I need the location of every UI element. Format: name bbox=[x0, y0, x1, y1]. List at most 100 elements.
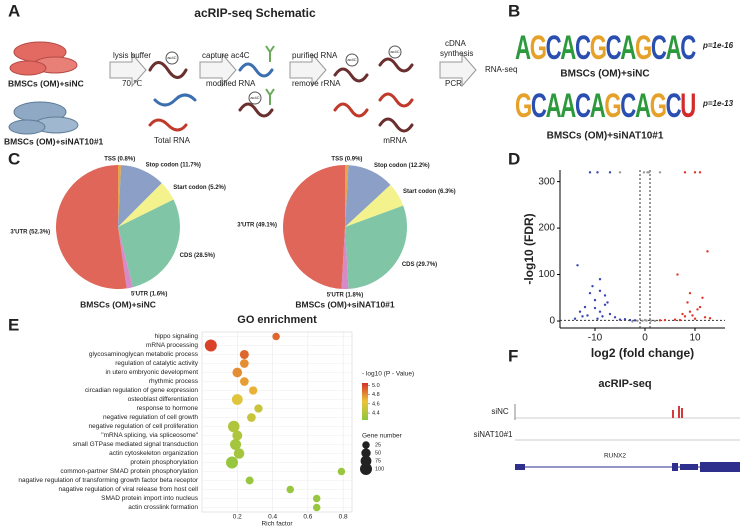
point bbox=[683, 315, 687, 318]
x-tick-label: 0.4 bbox=[268, 514, 277, 521]
bubble bbox=[245, 476, 254, 485]
antibodies bbox=[265, 45, 275, 105]
category-label: circadian regulation of gene expression bbox=[85, 387, 198, 394]
category-label: SMAD protein import into nucleus bbox=[101, 495, 199, 502]
color-tick-label: 5.0 bbox=[372, 383, 380, 389]
x-tick-label: 10 bbox=[689, 333, 701, 344]
x-tick-label: -10 bbox=[588, 333, 603, 344]
step-label: lysis buffer bbox=[113, 51, 151, 60]
pie-title: BMSCs (OM)+siNAT10#1 bbox=[295, 299, 395, 309]
point bbox=[618, 171, 622, 174]
x-axis-title: log2 (fold change) bbox=[591, 346, 694, 360]
sample-label: siNC bbox=[491, 407, 509, 416]
point bbox=[618, 318, 622, 321]
slice-label: 5'UTR (1.6%) bbox=[131, 291, 167, 297]
category-label: nagative regulation of viral release fro… bbox=[59, 486, 199, 493]
ac4c-tag-label: ac4C bbox=[167, 55, 176, 60]
point bbox=[698, 305, 702, 309]
slice-label: CDS (29.7%) bbox=[402, 262, 437, 268]
category-label: response to hormone bbox=[137, 405, 199, 412]
y-tick-label: 300 bbox=[538, 176, 555, 187]
category-label: "mRNA splicing, via spliceosome" bbox=[101, 432, 198, 439]
point bbox=[598, 278, 602, 281]
point bbox=[573, 317, 577, 320]
bubble bbox=[226, 456, 238, 469]
point bbox=[653, 319, 657, 323]
x-tick-label: 0.2 bbox=[233, 514, 242, 521]
pie-title: BMSCs (OM)+siNC bbox=[80, 299, 156, 309]
point bbox=[578, 310, 582, 313]
point bbox=[698, 171, 702, 174]
color-tick-label: 4.6 bbox=[372, 401, 380, 407]
cell bbox=[8, 119, 46, 135]
category-label: mRNA processing bbox=[146, 342, 198, 349]
point bbox=[703, 316, 707, 319]
category-label: in utero embryonic development bbox=[106, 369, 199, 376]
category-label: hippo signaling bbox=[155, 333, 199, 340]
size-tick-label: 25 bbox=[375, 442, 381, 448]
pie-slice bbox=[282, 165, 345, 289]
ac4c-tag bbox=[345, 53, 359, 67]
point bbox=[596, 317, 599, 320]
x-tick-label: 0.6 bbox=[303, 514, 312, 521]
point bbox=[706, 250, 709, 253]
step-label: capture ac4C bbox=[202, 51, 250, 60]
point bbox=[598, 289, 602, 293]
panel-letter: E bbox=[8, 315, 19, 334]
slice-label: 3'UTR (52.3%) bbox=[10, 229, 50, 235]
category-label: actin cytoskeleton organization bbox=[109, 450, 198, 457]
bubble bbox=[272, 332, 280, 341]
size-key bbox=[361, 448, 371, 458]
point bbox=[591, 284, 594, 288]
point bbox=[608, 312, 612, 316]
point bbox=[596, 171, 599, 174]
x-tick-label: 0 bbox=[642, 333, 648, 344]
pie-slice bbox=[345, 165, 349, 227]
slice-label: TSS (0.8%) bbox=[104, 157, 135, 163]
pie-slice bbox=[118, 165, 162, 227]
y-tick-label: 200 bbox=[538, 223, 555, 234]
step-label: 70 ℃ bbox=[122, 79, 142, 88]
bubble bbox=[239, 349, 249, 360]
point bbox=[708, 317, 712, 320]
point bbox=[603, 303, 607, 306]
bubble bbox=[312, 503, 321, 512]
point bbox=[613, 316, 617, 319]
sample-label: siNAT10#1 bbox=[474, 430, 514, 439]
bubble bbox=[231, 394, 243, 405]
pie-slice bbox=[118, 199, 180, 288]
category-label: common-partner SMAD protein phosphorylat… bbox=[60, 468, 198, 475]
pie-slice bbox=[56, 165, 127, 289]
category-label: rhythmic process bbox=[149, 378, 199, 385]
step-label: cDNA bbox=[445, 39, 467, 48]
ac4c-tag bbox=[165, 51, 179, 65]
category-label: regulation of catalytic activity bbox=[115, 360, 198, 367]
point bbox=[601, 315, 604, 318]
point bbox=[691, 314, 694, 317]
track-title: acRIP-seq bbox=[598, 378, 651, 390]
bubble bbox=[254, 404, 263, 413]
y-tick-label: 100 bbox=[538, 269, 555, 280]
category-label: negative regulation of cell growth bbox=[103, 414, 198, 421]
point bbox=[683, 171, 687, 174]
signal-peak bbox=[681, 408, 683, 418]
pie-slice bbox=[345, 205, 408, 289]
ac4c-tag-label: ac4C bbox=[347, 57, 356, 62]
point bbox=[678, 318, 682, 322]
panel-letter: B bbox=[508, 1, 520, 20]
signal-peak bbox=[678, 406, 680, 418]
bubble bbox=[232, 430, 243, 441]
point bbox=[658, 171, 662, 174]
schematic-art bbox=[8, 41, 477, 135]
plot-area bbox=[201, 331, 353, 513]
pie-slice bbox=[118, 183, 174, 227]
step-label: Total RNA bbox=[154, 136, 191, 145]
x-axis-title: Rich factor bbox=[261, 521, 293, 528]
point bbox=[628, 318, 632, 322]
motif-p: p=1e-13 bbox=[702, 99, 734, 108]
point bbox=[649, 319, 653, 322]
bubble bbox=[249, 386, 258, 395]
panel-letter: F bbox=[508, 346, 518, 365]
motif-logo: AGCACGCAGCAC bbox=[515, 29, 696, 67]
color-bar bbox=[362, 383, 368, 420]
